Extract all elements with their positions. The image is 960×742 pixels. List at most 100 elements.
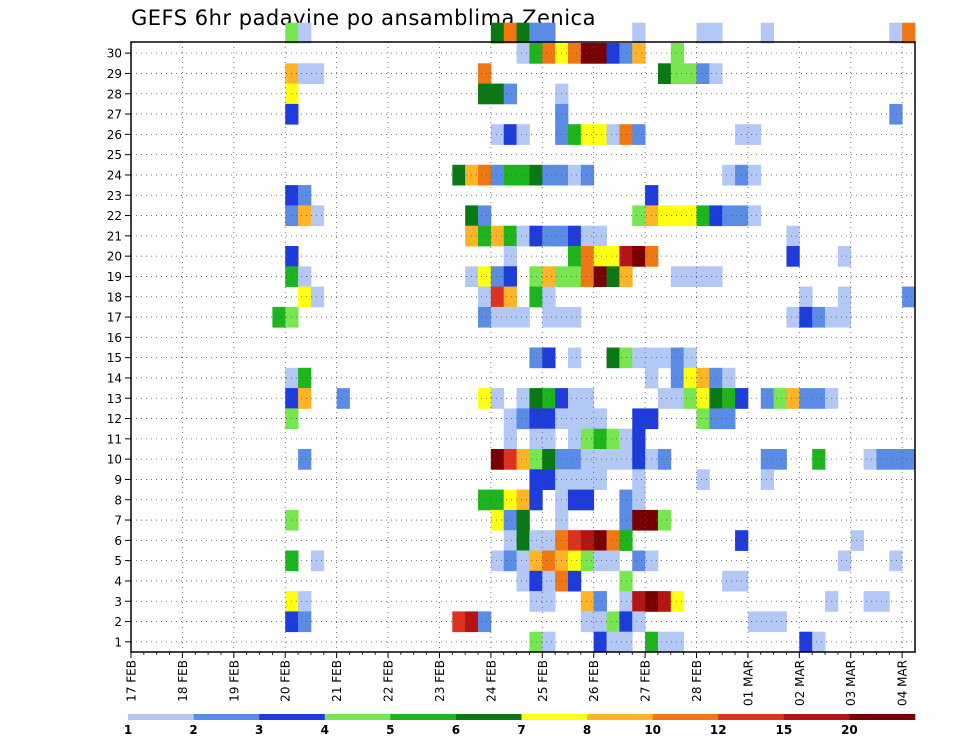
heatmap-cell xyxy=(786,225,800,247)
heatmap-cell xyxy=(542,286,556,308)
x-tick-label: 22 FEB xyxy=(382,660,396,702)
heatmap-cell xyxy=(516,124,530,145)
heatmap-cell xyxy=(542,530,556,551)
heatmap-cell xyxy=(696,367,710,389)
heatmap-cell xyxy=(542,631,556,653)
heatmap-cell xyxy=(567,124,582,145)
heatmap-cell xyxy=(478,611,492,633)
heatmap-cell xyxy=(542,225,556,247)
heatmap-cell xyxy=(490,266,505,287)
heatmap-cell xyxy=(542,347,556,369)
y-tick-label: 26 xyxy=(107,128,122,142)
heatmap-cell xyxy=(298,591,312,612)
y-tick-label: 21 xyxy=(107,229,122,243)
heatmap-cell xyxy=(657,388,672,409)
heatmap-cell xyxy=(747,205,762,227)
heatmap-cell xyxy=(490,489,505,511)
y-axis: 1234567891011121314151617181920212223242… xyxy=(107,47,131,649)
x-tick-label: 24 FEB xyxy=(484,660,498,702)
heatmap-cell xyxy=(747,124,762,145)
heatmap-cell xyxy=(889,550,903,572)
heatmap-cell xyxy=(298,611,312,633)
heatmap-cell xyxy=(298,22,312,44)
heatmap-cell xyxy=(478,225,492,247)
heatmap-cell xyxy=(889,22,903,44)
x-tick-label: 28 FEB xyxy=(690,660,704,702)
x-tick-label: 25 FEB xyxy=(536,660,550,702)
heatmap-cell xyxy=(580,591,595,612)
heatmap-cell xyxy=(799,306,813,328)
heatmap-cell xyxy=(503,550,517,572)
heatmap-cell xyxy=(683,266,697,287)
legend-swatch xyxy=(193,714,260,720)
heatmap-cell xyxy=(670,266,685,287)
heatmap-cell xyxy=(696,469,710,490)
legend: 1 2 3 4 5 6 7 8 10 12 15 20 xyxy=(124,714,916,737)
legend-swatch xyxy=(259,714,326,720)
heatmap-cell xyxy=(503,408,517,430)
heatmap-cell xyxy=(593,408,607,430)
heatmap-cell xyxy=(490,164,505,186)
heatmap-cell xyxy=(452,611,466,633)
heatmap-cell xyxy=(902,22,916,44)
heatmap-cell xyxy=(593,124,607,145)
heatmap-cell xyxy=(567,266,582,287)
heatmap-cell xyxy=(632,408,646,430)
heatmap-cell xyxy=(696,408,710,430)
y-tick-label: 24 xyxy=(107,168,122,182)
heatmap-cell xyxy=(542,266,556,287)
heatmap-cell xyxy=(850,530,864,551)
x-tick-label: 03 MAR xyxy=(844,660,858,706)
heatmap-cell xyxy=(632,43,646,64)
heatmap-cell xyxy=(632,449,646,470)
heatmap-cell xyxy=(709,22,723,44)
heatmap-cell xyxy=(567,43,582,64)
y-tick-label: 2 xyxy=(114,615,122,629)
heatmap-cell xyxy=(722,164,736,186)
heatmap-cell xyxy=(799,631,813,653)
heatmap-cell xyxy=(503,306,517,328)
heatmap-cell xyxy=(593,530,607,551)
heatmap-cell xyxy=(593,611,607,633)
y-tick-label: 25 xyxy=(107,148,122,162)
heatmap-cell xyxy=(696,63,710,84)
heatmap-cell xyxy=(542,449,556,470)
heatmap-cell xyxy=(593,550,607,572)
heatmap-cell xyxy=(799,388,813,409)
heatmap-cell xyxy=(632,591,646,612)
heatmap-cell xyxy=(902,286,916,308)
heatmap-cell xyxy=(478,306,492,328)
heatmap-cell xyxy=(478,63,492,84)
heatmap-cell xyxy=(490,388,505,409)
y-tick-label: 6 xyxy=(114,534,122,548)
y-tick-label: 20 xyxy=(107,250,122,264)
heatmap-cell xyxy=(760,611,775,633)
heatmap-cell xyxy=(490,286,505,308)
x-axis: 17 FEB 18 FEB 19 FEB 20 FEB 21 FEB 22 FEB 23 F… xyxy=(125,652,910,706)
heatmap-cell xyxy=(593,428,607,450)
heatmap-cell xyxy=(580,124,595,145)
x-tick-label: 20 FEB xyxy=(279,660,293,702)
x-tick-label: 26 FEB xyxy=(587,660,601,702)
y-tick-label: 14 xyxy=(107,371,122,385)
heatmap-cell xyxy=(516,225,530,247)
heatmap-cell xyxy=(709,388,723,409)
heatmap-cell xyxy=(503,509,517,531)
heatmap-cell xyxy=(542,591,556,612)
heatmap-cell xyxy=(542,306,556,328)
heatmap-cell xyxy=(542,388,556,409)
y-tick-label: 18 xyxy=(107,290,122,304)
heatmap-cell xyxy=(580,246,595,267)
legend-label: 20 xyxy=(841,723,858,737)
heatmap-cell xyxy=(567,347,582,369)
heatmap-cell xyxy=(632,205,646,227)
legend-label: 3 xyxy=(255,723,263,737)
heatmap-cell xyxy=(606,428,620,450)
y-tick-label: 11 xyxy=(107,432,122,446)
heatmap-cell xyxy=(490,124,505,145)
heatmap-cell xyxy=(593,43,607,64)
y-tick-label: 1 xyxy=(114,635,122,649)
heatmap-cell xyxy=(902,449,916,470)
heatmap-cell xyxy=(683,63,697,84)
heatmap-cell xyxy=(606,246,620,267)
